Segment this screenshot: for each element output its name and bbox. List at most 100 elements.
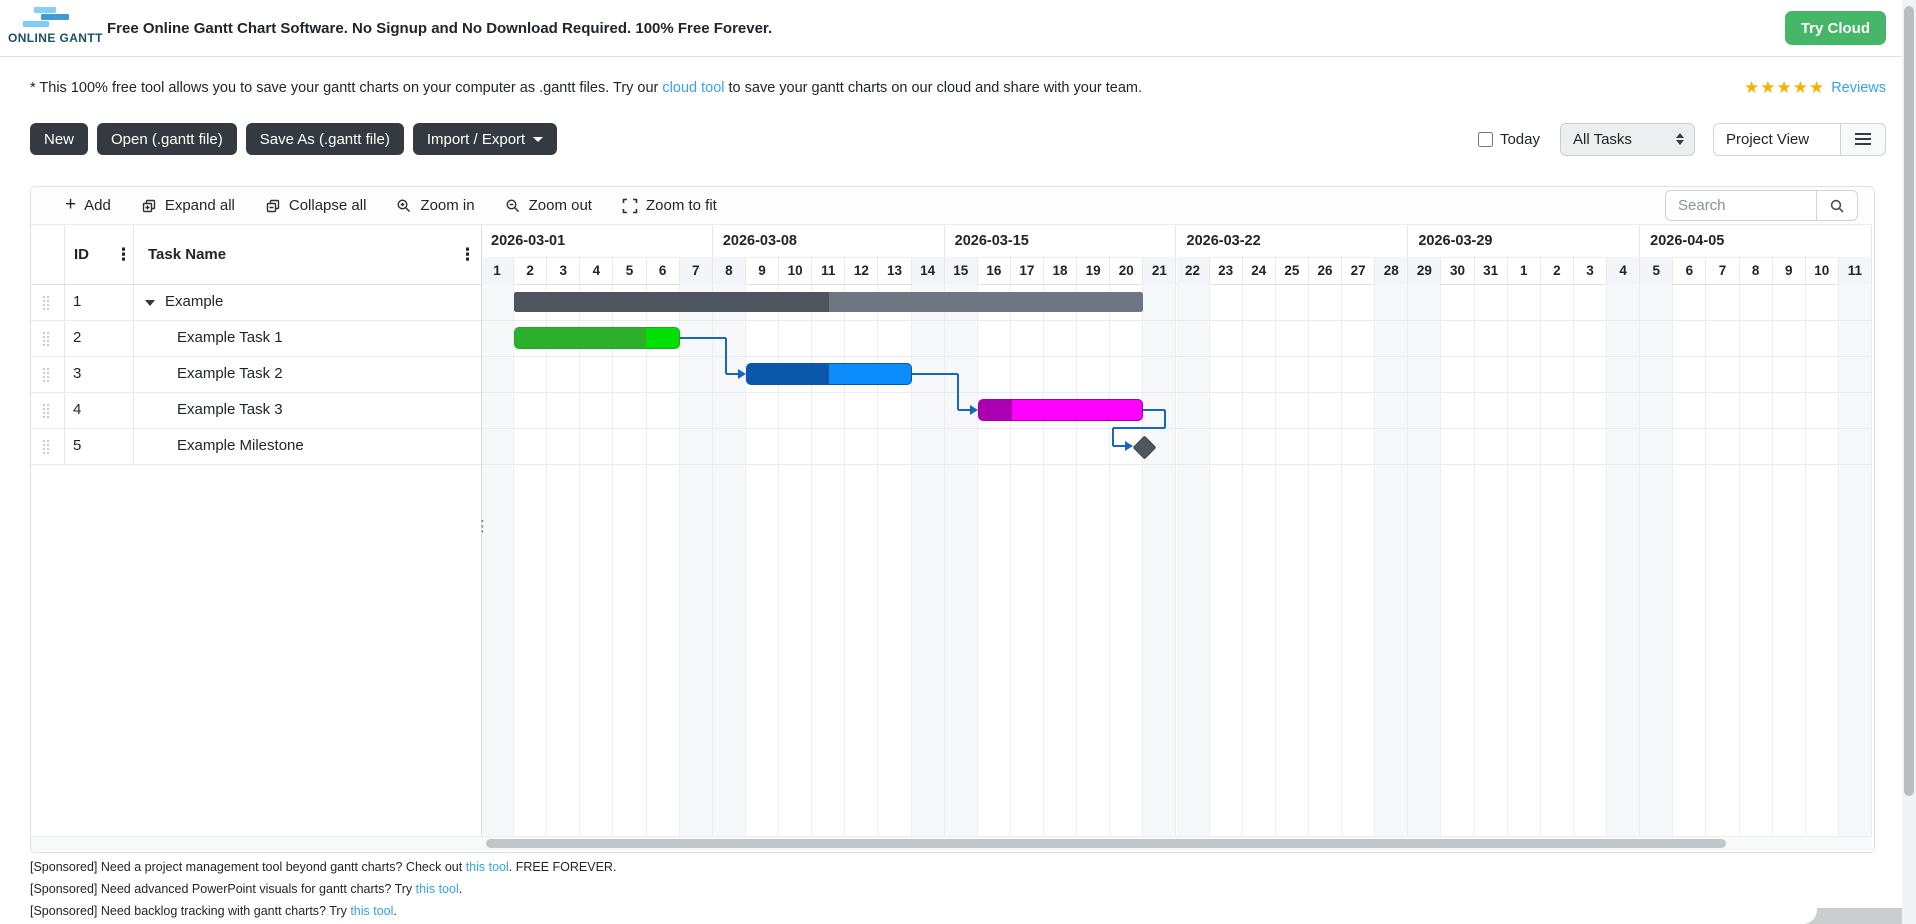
cloud-tool-link[interactable]: cloud tool — [662, 80, 725, 96]
dependency-link — [679, 337, 726, 339]
timeline-day-cell: 16 — [978, 257, 1011, 284]
chart-grid-column — [712, 284, 746, 836]
view-menu-button[interactable] — [1841, 122, 1886, 156]
dependency-link — [956, 374, 959, 410]
dependency-link — [1112, 427, 1166, 429]
task-row[interactable]: 2 Example Task 1 — [31, 320, 481, 356]
zoom-to-fit-icon — [622, 198, 638, 213]
chart-grid-column — [647, 284, 680, 836]
try-cloud-button[interactable]: Try Cloud — [1784, 11, 1886, 45]
task-bar[interactable] — [977, 399, 1144, 421]
chart-grid-column — [679, 284, 713, 836]
timeline-day-cell: 4 — [580, 257, 614, 284]
timeline-day-cell: 3 — [1574, 257, 1608, 284]
drag-handle-icon[interactable] — [42, 439, 49, 454]
chart-grid-column — [1640, 284, 1674, 836]
timeline-day-cell: 26 — [1309, 257, 1343, 284]
timeline-day-cell: 18 — [1044, 257, 1078, 284]
timeline-day-cell: 28 — [1375, 257, 1409, 284]
chart-grid-column — [580, 284, 614, 836]
timeline-day-cell: 21 — [1143, 257, 1177, 284]
chart-grid-column — [878, 284, 912, 836]
sponsored-link[interactable]: this tool — [415, 882, 459, 896]
horizontal-scrollbar-thumb[interactable] — [486, 838, 1726, 848]
link-arrow-icon — [737, 369, 746, 379]
dependency-link — [1164, 410, 1167, 428]
search-group — [1665, 190, 1858, 221]
search-button[interactable] — [1817, 190, 1858, 221]
task-row[interactable]: 4 Example Task 3 — [31, 392, 481, 428]
add-task-button[interactable]: Add — [65, 197, 111, 214]
link-arrow-icon — [969, 405, 978, 415]
timeline-day-cell: 11 — [812, 257, 846, 284]
collapse-all-button[interactable]: Collapse all — [265, 197, 366, 214]
task-filter-select[interactable]: All Tasks — [1560, 122, 1695, 156]
chart-grid-column — [613, 284, 647, 836]
task-name-cell: Example Milestone — [177, 437, 304, 454]
zoom-in-button[interactable]: Zoom in — [396, 197, 475, 214]
page-scrollbar-thumb[interactable] — [1904, 6, 1914, 796]
splitter-handle-icon[interactable] — [475, 517, 490, 535]
task-name-cell: Example Task 1 — [177, 329, 283, 346]
chart-grid-column — [547, 284, 581, 836]
timeline-day-cell: 5 — [613, 257, 647, 284]
chart-grid-column — [1110, 284, 1144, 836]
timeline-day-cell: 20 — [1110, 257, 1144, 284]
timeline-day-cell: 9 — [1773, 257, 1806, 284]
task-name-cell: Example — [165, 293, 224, 310]
chart-grid-column — [1806, 284, 1839, 836]
timeline-day-cell: 27 — [1342, 257, 1376, 284]
logo-text: ONLINE GANTT — [8, 31, 103, 45]
new-button[interactable]: New — [30, 123, 89, 155]
open-file-button[interactable]: Open (.gantt file) — [97, 123, 237, 155]
free-tool-note: * This 100% free tool allows you to save… — [30, 80, 1143, 96]
drag-handle-icon[interactable] — [42, 295, 49, 310]
chart-grid-column — [1574, 284, 1608, 836]
row-divider — [31, 320, 1872, 321]
task-row[interactable]: 5 Example Milestone — [31, 428, 481, 464]
drag-handle-icon[interactable] — [42, 367, 49, 382]
task-id-cell: 1 — [73, 293, 82, 310]
dependency-link — [957, 409, 971, 411]
chart-grid-column — [1210, 284, 1243, 836]
expand-all-button[interactable]: Expand all — [141, 197, 235, 214]
sponsored-link[interactable]: this tool — [350, 904, 394, 918]
timeline-day-cell: 7 — [679, 257, 713, 284]
search-input[interactable] — [1665, 190, 1817, 221]
save-as-button[interactable]: Save As (.gantt file) — [245, 123, 404, 155]
timeline-week-label: 2026-03-29 — [1408, 225, 1641, 257]
task-row[interactable]: 1 Example — [31, 284, 481, 320]
chart-grid-column — [779, 284, 813, 836]
task-bar[interactable] — [514, 292, 1144, 312]
row-divider — [31, 392, 1872, 393]
today-checkbox[interactable] — [1477, 131, 1493, 147]
dependency-link — [725, 373, 739, 375]
timeline-day-cell: 17 — [1011, 257, 1044, 284]
sponsored-link[interactable]: this tool — [465, 860, 509, 874]
reviews-link[interactable]: Reviews — [1831, 80, 1886, 96]
task-row[interactable]: 3 Example Task 2 — [31, 356, 481, 392]
task-bar[interactable] — [514, 327, 680, 349]
task-name-column-menu-icon[interactable] — [459, 245, 476, 265]
chart-grid-column — [1408, 284, 1442, 836]
zoom-in-icon — [397, 198, 411, 212]
drag-handle-icon[interactable] — [42, 403, 49, 418]
dependency-link — [911, 373, 958, 375]
task-progress-fill — [515, 328, 646, 348]
dependency-link — [724, 338, 727, 374]
timeline-day-cell: 19 — [1077, 257, 1111, 284]
id-column-menu-icon[interactable] — [115, 245, 132, 265]
zoom-to-fit-button[interactable]: Zoom to fit — [622, 197, 717, 214]
hamburger-icon — [1855, 133, 1871, 135]
zoom-out-button[interactable]: Zoom out — [505, 197, 592, 214]
project-view-input[interactable] — [1713, 122, 1841, 156]
timeline-day-cell: 14 — [911, 257, 945, 284]
drag-handle-icon[interactable] — [42, 331, 49, 346]
chart-grid-column — [746, 284, 780, 836]
online-gantt-logo[interactable]: ONLINE GANTT — [8, 5, 103, 51]
collapse-caret-icon[interactable] — [145, 300, 155, 306]
collapse-all-icon — [266, 199, 280, 212]
task-id-cell: 5 — [73, 437, 82, 454]
task-bar[interactable] — [745, 363, 912, 385]
import-export-dropdown[interactable]: Import / Export — [412, 123, 558, 155]
